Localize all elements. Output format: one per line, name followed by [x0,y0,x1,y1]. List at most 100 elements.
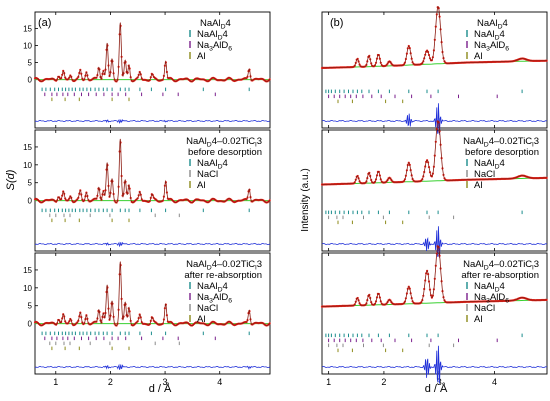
reflection-markers-NaAlD4 [325,333,523,338]
legend-label: NaAlD4 [197,281,228,294]
reflection-markers-NaCl [328,343,455,348]
calculated-fit-line [322,245,547,307]
chart-title: before desorption [465,147,539,158]
legend-label: NaCl [474,303,495,314]
right-y-axis-title: Intensity (a.u.) [300,168,311,231]
legend-label: Al [197,180,205,191]
axes-frame [34,252,271,375]
axes-frame [321,252,548,375]
reflection-markers-Al [337,348,404,353]
left-x-axis-title: d / Å [149,382,172,395]
reflection-markers-NaAlD4 [325,89,523,94]
chart-title: after re-absorption [461,270,539,281]
x-tick-label: 2 [381,377,386,387]
reflection-markers-NaAlD4 [325,210,523,215]
y-tick-label: 10 [23,42,32,51]
x-tick-label: 1 [53,377,58,387]
reflection-markers-Al [51,218,130,223]
calculated-fit-line [34,22,271,82]
chart-title: NaAlD4 [200,18,231,31]
right-x-axis-title: d / Å [425,382,448,395]
y-tick-label: 5 [28,59,33,68]
y-tick-label: 15 [23,25,32,34]
chart-title: before desorption [188,147,262,158]
reflection-markers-NaCl [328,215,455,220]
reflection-markers-NaAlD4 [41,208,250,213]
reflection-markers-Na3AlD6 [328,338,498,343]
chart-title: NaAlD4 [477,18,508,31]
y-tick-label: 15 [23,266,32,275]
reflection-markers-Al [51,97,130,102]
y-tick-label: 5 [28,179,33,188]
y-tick-label: 0 [28,320,33,329]
y-tick-label: 10 [23,161,32,170]
reflection-markers-Na3AlD6 [44,92,216,97]
legend-label: Al [197,51,205,62]
reflection-markers-Na3AlD6 [328,94,498,99]
legend-label: NaCl [197,303,218,314]
legend-label: Na3AlD6 [474,40,509,53]
legend-label: Al [474,314,482,325]
reflection-markers-Al [337,220,404,225]
legend-label: Na3AlD6 [474,292,509,305]
chart-title: NaAlD4–0.02TiCl3 [463,136,539,149]
x-tick-label: 4 [217,377,222,387]
difference-curve [34,363,271,370]
x-tick-label: 3 [163,377,168,387]
legend-label: Na3AlD6 [197,292,232,305]
chart-panels: 051015NaAlD4NaAlD4Na3AlD6Al051015NaAlD4–… [23,6,548,387]
chart-title: after re-absorption [184,270,262,281]
axes-frame [321,129,548,252]
axes-frame [34,11,271,129]
chart-title: NaAlD4–0.02TiCl3 [463,259,539,272]
reflection-markers-NaCl [49,213,180,218]
y-tick-label: 5 [28,302,33,311]
difference-curve [321,103,547,135]
legend-label: Na3AlD6 [197,40,232,53]
chart-title: NaAlD4–0.02TiCl3 [186,259,262,272]
panel-b-label: (b) [330,17,343,29]
legend-label: NaAlD4 [474,158,505,171]
difference-curve [34,118,271,124]
calculated-fit-line [34,261,271,326]
calculated-fit-line [34,138,271,203]
reflection-markers-NaAlD4 [41,87,250,92]
legend-label: NaCl [474,169,495,180]
axes-frame [321,11,548,129]
legend-label: Al [474,51,482,62]
difference-curve [321,226,547,258]
legend-label: NaAlD4 [474,29,505,42]
difference-curve [34,241,271,248]
reflection-markers-Al [337,99,404,104]
legend-label: NaAlD4 [197,158,228,171]
legend-label: NaAlD4 [197,29,228,42]
legend-label: NaAlD4 [474,281,505,294]
reflection-markers-Na3AlD6 [44,336,216,341]
reflection-markers-NaCl [49,341,180,346]
axes-frame [34,129,271,252]
legend-label: NaCl [197,169,218,180]
y-tick-label: 0 [28,197,33,206]
reflection-markers-NaAlD4 [41,331,250,336]
legend-label: Al [197,314,205,325]
left-y-axis-title: S(d) [5,169,17,190]
panel-a-label: (a) [38,17,51,29]
reflection-markers-Al [51,346,130,351]
y-tick-label: 10 [23,284,32,293]
x-tick-label: 2 [108,377,113,387]
difference-curve [321,345,547,384]
observed-data-series [320,6,548,70]
x-tick-label: 1 [326,377,331,387]
y-tick-label: 15 [23,143,32,152]
y-tick-label: 0 [28,76,33,85]
legend-label: Al [474,180,482,191]
calculated-fit-line [322,120,547,185]
x-tick-label: 4 [492,377,497,387]
